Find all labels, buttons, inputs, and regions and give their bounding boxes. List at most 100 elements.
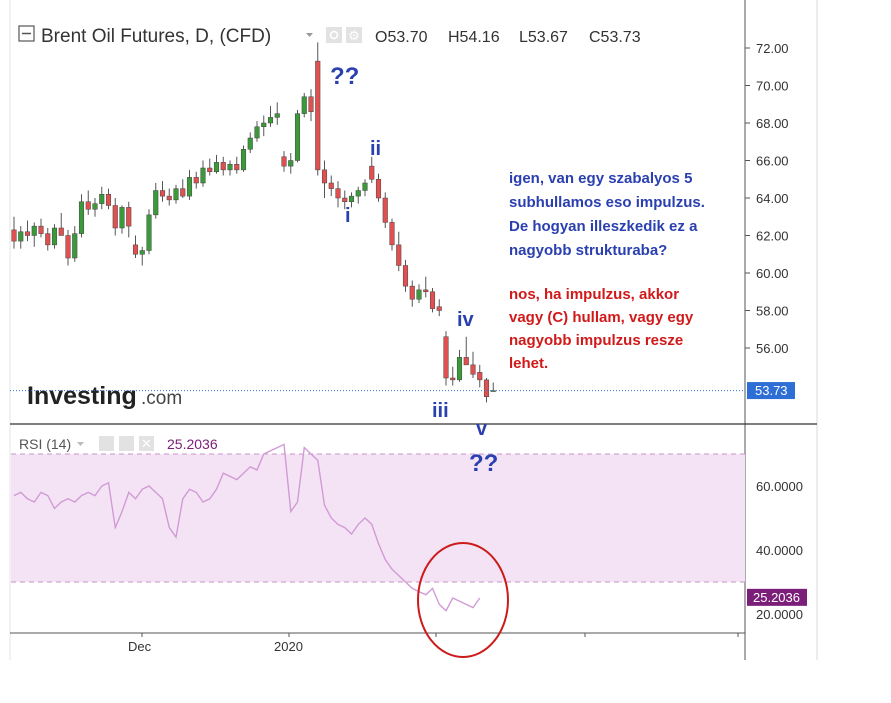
candle xyxy=(38,218,44,238)
wave-label-ii: ii xyxy=(370,138,381,160)
candle-body-up xyxy=(274,113,280,118)
candle xyxy=(328,175,334,197)
candle xyxy=(24,220,31,242)
candle-body-down xyxy=(470,364,476,375)
candle xyxy=(348,192,355,208)
candle xyxy=(200,160,206,187)
price-tick: 60.00 xyxy=(756,266,789,281)
wave-label-iv: iv xyxy=(457,309,475,331)
annotation-blue: igen, van egy szabalyos 5 subhullamos es… xyxy=(509,170,705,259)
candle-body-down xyxy=(369,165,375,180)
candle-body-up xyxy=(139,250,145,255)
candle-body-down xyxy=(382,197,388,223)
settings-icon[interactable] xyxy=(346,27,362,43)
ohlc-low: L53.67 xyxy=(519,29,568,46)
wave-labels: ?? i ii iii iv v ?? xyxy=(330,63,498,477)
candle xyxy=(92,198,98,217)
rsi-value-label: 25.2036 xyxy=(753,590,800,605)
candle-body-down xyxy=(429,291,436,309)
candle-body-down xyxy=(85,201,91,210)
rsi-title: RSI (14) xyxy=(19,436,71,452)
candle-body-down xyxy=(321,169,328,184)
rsi-tick: 40.0000 xyxy=(756,543,803,558)
chart-header: Brent Oil Futures, D, (CFD) ⚙ O53.70 H54… xyxy=(18,25,641,47)
rsi-value-badge xyxy=(747,588,807,606)
candle xyxy=(213,154,220,174)
highlight-ellipse xyxy=(417,542,509,658)
rsi-line xyxy=(13,443,481,612)
settings-icon-gear: ⚙ xyxy=(348,28,360,43)
candle xyxy=(45,228,51,251)
candle xyxy=(85,190,91,215)
candle xyxy=(355,186,361,204)
candle-body-down xyxy=(45,233,51,246)
candle xyxy=(436,299,442,317)
candle xyxy=(139,246,145,266)
candle-body-down xyxy=(396,244,402,266)
wave-label-top-questions: ?? xyxy=(330,63,359,90)
candle xyxy=(18,226,24,249)
rsi-settings-icon[interactable] xyxy=(119,436,134,451)
rsi-tick: 60.0000 xyxy=(756,479,803,494)
candle xyxy=(402,259,409,292)
rsi-dropdown-icon[interactable] xyxy=(77,442,84,446)
candle-body-down xyxy=(207,167,213,172)
candle xyxy=(220,156,226,176)
time-label-dec: Dec xyxy=(128,639,152,654)
candle xyxy=(463,336,469,366)
candle-body-up xyxy=(294,113,301,161)
candle xyxy=(126,201,132,238)
candle-body-up xyxy=(355,190,361,197)
candle xyxy=(450,366,456,386)
candle xyxy=(173,184,179,204)
candle-body-down xyxy=(402,265,409,287)
candle-body-down xyxy=(389,222,395,246)
candle-body-up xyxy=(348,195,355,202)
annotation-blue-line: subhullamos eso impulzus. xyxy=(509,194,705,211)
candle xyxy=(369,156,375,183)
dropdown-icon[interactable] xyxy=(306,33,313,37)
candle-body-up xyxy=(153,190,159,216)
wave-label-i: i xyxy=(345,205,351,227)
candle xyxy=(186,169,193,200)
rsi-panel: RSI (14) ✕ 25.2036 60.0000 40.0000 20.00… xyxy=(11,436,807,622)
candle xyxy=(281,151,287,172)
candle-body-down xyxy=(58,227,64,236)
rsi-close-icon[interactable] xyxy=(139,436,154,451)
candle-body-down xyxy=(24,231,31,236)
candle xyxy=(423,276,429,298)
candle xyxy=(247,132,253,153)
candle-body-down xyxy=(450,377,456,381)
candle-body-up xyxy=(247,137,253,150)
candle xyxy=(321,160,328,198)
visibility-icon[interactable] xyxy=(326,27,342,43)
candle-body-down xyxy=(220,162,226,171)
candle-body-down xyxy=(342,197,348,202)
price-tick: 66.00 xyxy=(756,154,789,169)
candle-body-down xyxy=(159,190,166,197)
annotation-red: nos, ha impulzus, akkor vagy (C) hullam,… xyxy=(509,286,694,372)
candle-body-down xyxy=(483,379,490,397)
last-price-badge xyxy=(747,382,795,400)
annotation-red-line: nagyobb impulzus resze xyxy=(509,332,683,349)
candle-body-up xyxy=(72,233,78,259)
candle-body-up xyxy=(240,149,247,171)
candle xyxy=(429,288,436,313)
candle-body-up xyxy=(261,122,267,127)
candle-body-up xyxy=(78,201,85,234)
candle-body-up xyxy=(200,167,206,184)
candle xyxy=(51,224,58,249)
candle xyxy=(31,222,37,247)
candle xyxy=(443,331,449,386)
rsi-visibility-icon[interactable] xyxy=(99,436,114,451)
candle xyxy=(227,160,233,176)
candle xyxy=(193,171,199,189)
annotation-blue-line: nagyobb strukturaba? xyxy=(509,242,667,259)
candle xyxy=(294,109,301,163)
time-label-2020: 2020 xyxy=(274,639,303,654)
candle-body-down xyxy=(166,195,172,201)
candle-body-up xyxy=(92,203,98,210)
candle xyxy=(72,226,78,262)
candle-body-down xyxy=(38,225,44,234)
